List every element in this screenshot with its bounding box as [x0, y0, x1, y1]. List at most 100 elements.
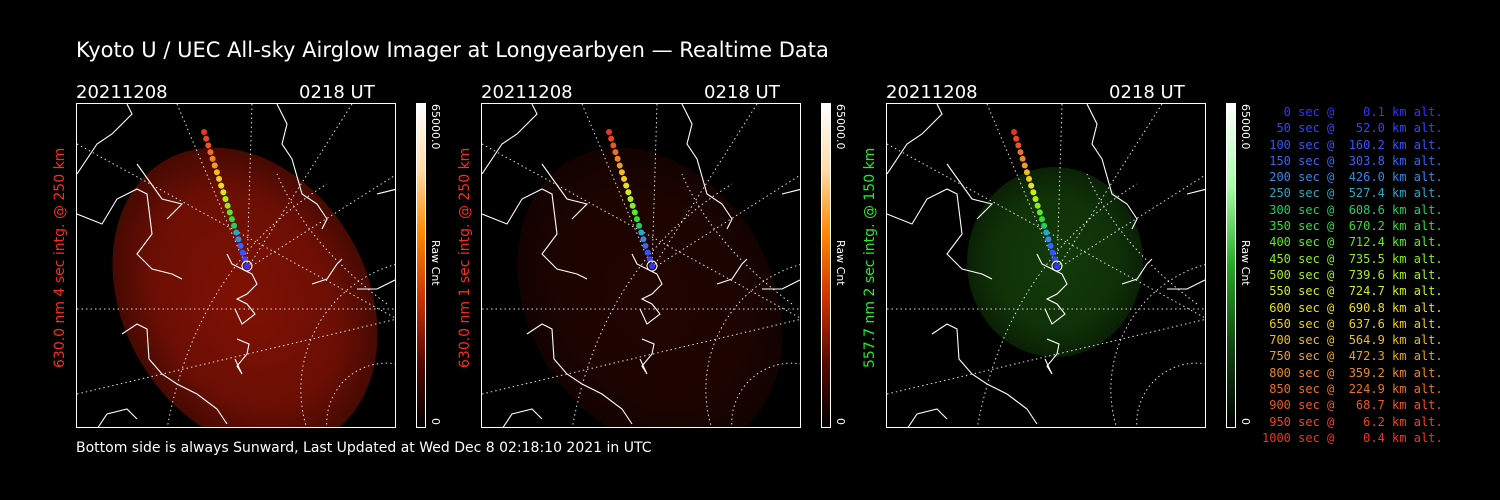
colorbar-min: 0 — [1239, 418, 1252, 425]
trajectory-point — [649, 263, 655, 269]
coastline — [1044, 338, 1060, 375]
coastline — [136, 163, 184, 220]
grid-line — [1110, 264, 1205, 427]
update-footer: Bottom side is always Sunward, Last Upda… — [76, 440, 652, 456]
grid-line — [705, 264, 800, 427]
trajectory-point — [244, 263, 250, 269]
trajectory-point — [228, 216, 235, 223]
trajectory-point — [201, 129, 207, 135]
legend-row: 200 sec @ 426.0 km alt. — [1262, 170, 1443, 185]
allsky-image — [76, 103, 396, 428]
trajectory-end-marker — [646, 260, 658, 272]
colorbar — [416, 103, 426, 428]
trajectory-point — [621, 175, 628, 182]
airglow-region — [517, 147, 783, 427]
trajectory-point — [1045, 236, 1052, 243]
legend-row: 650 sec @ 637.6 km alt. — [1262, 316, 1443, 331]
trajectory-point — [631, 209, 638, 216]
trajectory-point — [638, 229, 645, 236]
colorbar-min: 0 — [429, 418, 442, 425]
coastline — [631, 253, 663, 325]
allsky-image — [886, 103, 1206, 428]
trajectory-point — [618, 169, 625, 176]
grid-line — [731, 362, 800, 427]
trajectory-point — [616, 162, 623, 169]
coastline — [931, 323, 1038, 425]
coastline — [226, 253, 258, 325]
trajectory-point — [1028, 182, 1035, 189]
coastline — [482, 104, 538, 175]
trajectory-point — [644, 249, 651, 256]
legend-row: 550 sec @ 724.7 km alt. — [1262, 284, 1443, 299]
trajectory-point — [218, 182, 225, 189]
grid-line — [276, 173, 388, 305]
trajectory-point — [1015, 142, 1022, 149]
coastline — [357, 279, 395, 290]
trajectory-point — [627, 196, 634, 202]
trajectory-point — [209, 155, 216, 162]
colorbar-max: 65000.0 — [429, 104, 442, 150]
grid-line — [651, 104, 758, 270]
legend-row: 300 sec @ 608.6 km alt. — [1262, 202, 1443, 217]
legend-row: 250 sec @ 527.4 km alt. — [1262, 186, 1443, 201]
trajectory-point — [612, 149, 619, 156]
coastline — [376, 188, 395, 195]
trajectory-point — [1011, 129, 1017, 135]
colorbar-unit: Raw Cnt — [1239, 240, 1252, 286]
trajectory-point — [231, 222, 238, 229]
panel-date: 20211208 — [886, 82, 978, 103]
trajectory-point — [226, 209, 233, 216]
legend-row: 700 sec @ 564.9 km alt. — [1262, 333, 1443, 348]
trajectory-point — [213, 169, 220, 176]
trajectory-point — [235, 236, 242, 243]
trajectory-point — [222, 196, 229, 202]
coastline — [716, 258, 748, 285]
coastline — [946, 163, 994, 220]
legend-row: 600 sec @ 690.8 km alt. — [1262, 300, 1443, 315]
coastline — [1121, 258, 1153, 285]
trajectory-point — [1043, 229, 1050, 236]
legend-row: 350 sec @ 670.2 km alt. — [1262, 219, 1443, 234]
trajectory-point — [216, 175, 223, 182]
colorbar-max: 65000.0 — [834, 104, 847, 150]
trajectory-point — [623, 182, 630, 189]
trajectory-end-marker — [241, 260, 253, 272]
coastline — [541, 163, 589, 220]
trajectory-point — [220, 189, 227, 196]
colorbar-max: 65000.0 — [1239, 104, 1252, 150]
coastline — [762, 279, 800, 290]
trajectory-point — [211, 162, 218, 169]
trajectory-point — [1019, 155, 1026, 162]
coastline — [681, 104, 733, 230]
coastline — [1186, 188, 1205, 195]
grid-line — [681, 173, 793, 305]
trajectory-point — [1049, 249, 1056, 256]
legend-row: 0 sec @ 0.1 km alt. — [1262, 105, 1443, 119]
coastline — [311, 258, 343, 285]
coastline — [639, 338, 655, 375]
trajectory-point — [237, 242, 244, 249]
panel-side-label: 630.0 nm 1 sec intg. @ 250 km — [457, 147, 473, 368]
grid-line — [300, 264, 395, 427]
trajectory-point — [610, 142, 617, 149]
trajectory-point — [1017, 149, 1024, 156]
legend-row: 1000 sec @ 0.4 km alt. — [1262, 430, 1443, 445]
airglow-region — [112, 147, 378, 427]
grid-line — [581, 104, 653, 270]
trajectory-point — [642, 242, 649, 249]
legend-row: 150 sec @ 303.8 km alt. — [1262, 153, 1443, 168]
coastline — [1086, 104, 1138, 230]
trajectory-point — [1054, 263, 1060, 269]
grid-line — [1086, 173, 1198, 305]
coastline — [1036, 253, 1068, 325]
trajectory-point — [625, 189, 632, 196]
coastline — [526, 323, 633, 425]
legend-row: 450 sec @ 735.5 km alt. — [1262, 251, 1443, 266]
panel-side-label: 557.7 nm 2 sec intg. @ 150 km — [862, 147, 878, 368]
trajectory-point — [633, 216, 640, 223]
trajectory-point — [1036, 209, 1043, 216]
trajectory-point — [1034, 202, 1041, 209]
trajectory-point — [640, 236, 647, 243]
grid-line — [246, 104, 253, 270]
grid-line — [1056, 104, 1163, 270]
